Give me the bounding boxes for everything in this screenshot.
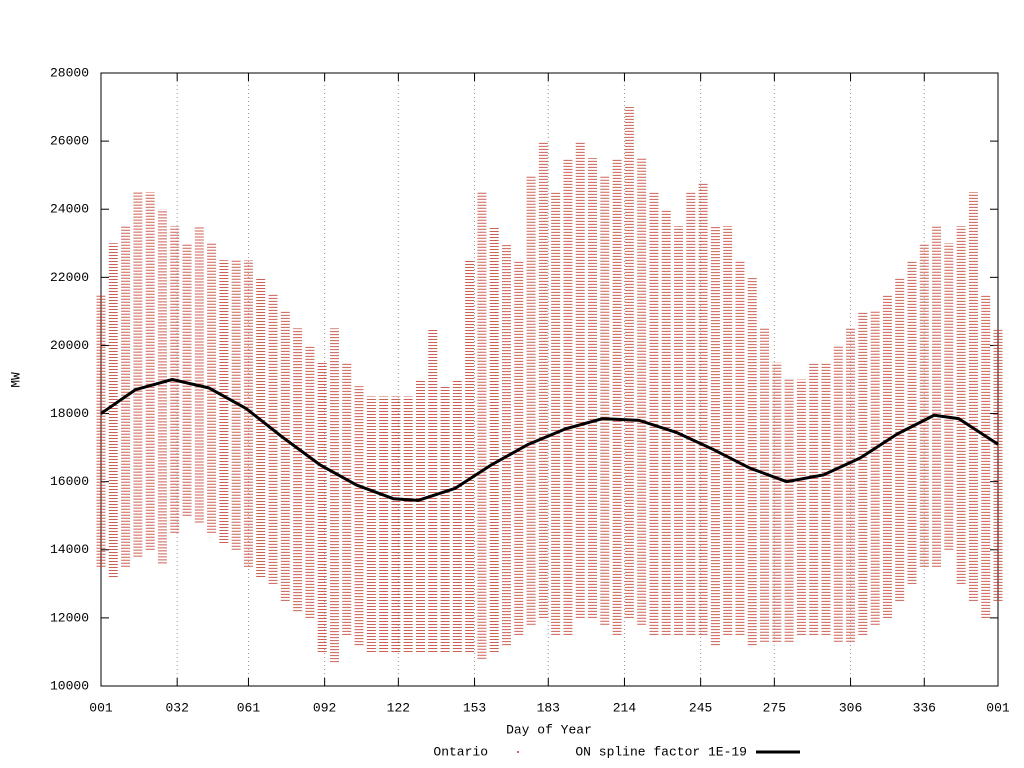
x-tick-label: 275	[763, 700, 786, 715]
x-tick-label: 183	[537, 700, 560, 715]
legend-label: ON spline factor 1E-19	[575, 744, 747, 759]
x-tick-label: 153	[463, 700, 486, 715]
x-tick-label: 122	[387, 700, 410, 715]
legend-swatch	[517, 751, 519, 753]
y-tick-label: 26000	[50, 134, 89, 149]
x-tick-label: 001	[986, 700, 1010, 715]
y-tick-label: 24000	[50, 202, 89, 217]
y-tick-label: 16000	[50, 474, 89, 489]
x-tick-label: 061	[237, 700, 261, 715]
y-tick-label: 10000	[50, 678, 89, 693]
legend-label: Ontario	[433, 744, 488, 759]
x-tick-label: 214	[613, 700, 637, 715]
x-axis-label: Day of Year	[506, 722, 592, 737]
y-tick-label: 22000	[50, 270, 89, 285]
plot-frame	[100, 72, 999, 687]
x-tick-label: 001	[89, 700, 113, 715]
y-axis-label: MW	[8, 372, 23, 388]
x-tick-label: 245	[689, 700, 712, 715]
y-tick-label: 18000	[50, 406, 89, 421]
y-tick-label: 28000	[50, 65, 89, 80]
x-tick-label: 306	[839, 700, 862, 715]
x-tick-label: 032	[165, 700, 188, 715]
y-tick-label: 20000	[50, 338, 89, 353]
spline-line	[100, 378, 999, 502]
x-tick-label: 336	[913, 700, 936, 715]
y-tick-label: 12000	[50, 610, 89, 625]
y-tick-label: 14000	[50, 542, 89, 557]
x-tick-label: 092	[313, 700, 336, 715]
